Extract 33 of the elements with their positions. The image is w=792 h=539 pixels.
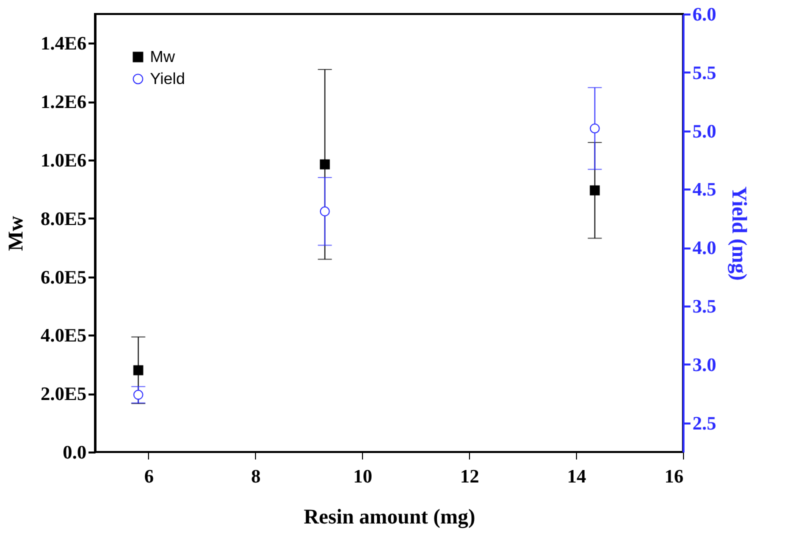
- x-tick-label: 6: [144, 466, 154, 488]
- y-tick-label: 0.0: [62, 442, 86, 464]
- y-tick-label: 1.2E6: [40, 92, 86, 114]
- y-tick-label: 8.0E5: [40, 208, 86, 230]
- y2-tick-label: 2.5: [692, 413, 716, 434]
- legend-label: Mw: [150, 49, 176, 66]
- x-tick-label: 14: [567, 466, 587, 488]
- point: [320, 159, 330, 170]
- y-tick-label: 2.0E5: [40, 384, 86, 406]
- x-tick-label: 16: [664, 466, 684, 488]
- y2-tick-label: 6.0: [692, 4, 716, 26]
- y-tick-label: 1.4E6: [40, 34, 86, 55]
- y2-axis-title: Yield (mg): [727, 186, 752, 281]
- y2-tick-label: 3.5: [692, 296, 716, 318]
- point: [133, 365, 144, 376]
- y2-tick-label: 4.0: [692, 238, 716, 260]
- x-tick-label: 8: [251, 466, 261, 488]
- y-axis-title: Mw: [4, 215, 28, 251]
- y-tick-label: 1.0E6: [40, 150, 86, 172]
- y2-tick-label: 4.5: [692, 180, 716, 201]
- point: [133, 390, 144, 400]
- point: [590, 185, 600, 196]
- legend-label: Yield: [150, 71, 185, 88]
- x-axis-title: Resin amount (mg): [304, 504, 476, 528]
- x-tick-label: 12: [460, 466, 480, 488]
- y2-tick-label: 5.5: [692, 62, 716, 84]
- y-tick-label: 6.0E5: [40, 267, 86, 288]
- x-tick-label: 10: [353, 466, 372, 488]
- point: [590, 124, 600, 134]
- y2-tick-label: 5.0: [692, 121, 716, 142]
- y-tick-label: 4.0E5: [40, 326, 86, 347]
- point: [320, 206, 330, 216]
- y2-tick-label: 3.0: [692, 354, 716, 376]
